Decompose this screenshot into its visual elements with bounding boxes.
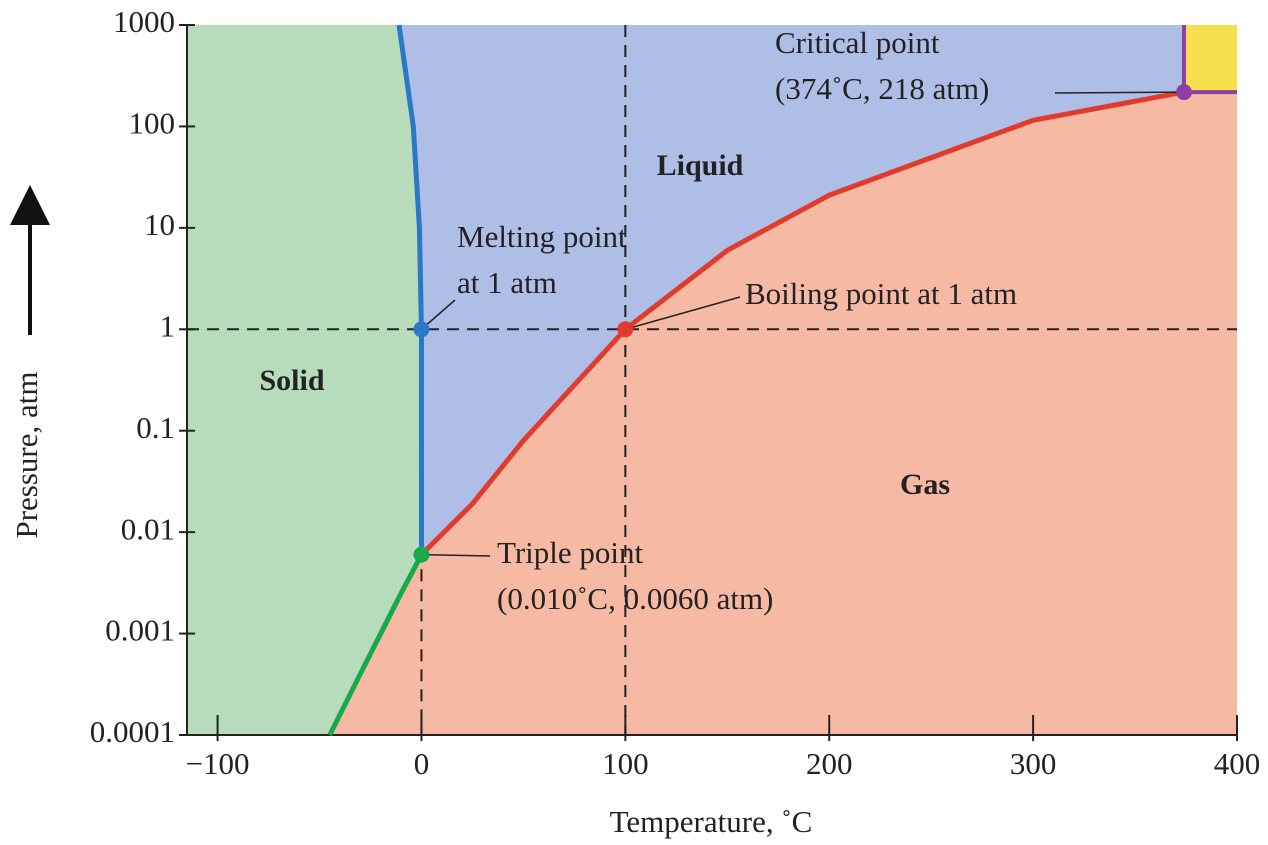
point-label: at 1 atm bbox=[457, 265, 557, 300]
x-tick-label: −100 bbox=[186, 746, 250, 781]
leader-line bbox=[1055, 92, 1184, 93]
chart: Temperature, ˚C Pressure, atm 0.0001 0.00… bbox=[0, 0, 1268, 845]
y-tick-label: 1 bbox=[160, 308, 176, 343]
point-label: Critical point bbox=[775, 25, 940, 60]
y-tick-label: 0.001 bbox=[105, 613, 175, 648]
y-tick-label: 100 bbox=[129, 106, 176, 141]
point-label: Boiling point at 1 atm bbox=[745, 276, 1017, 311]
x-tick-label: 400 bbox=[1214, 746, 1261, 781]
point bbox=[413, 321, 429, 337]
y-tick-label: 1000 bbox=[113, 4, 175, 39]
y-axis-label: Pressure, atm bbox=[9, 371, 44, 538]
region-label: Solid bbox=[259, 364, 324, 397]
point-label: (0.010˚C, 0.0060 atm) bbox=[497, 581, 773, 616]
y-tick-label: 0.01 bbox=[121, 511, 175, 546]
x-tick-label: 100 bbox=[602, 746, 649, 781]
point bbox=[1176, 84, 1192, 100]
supercritical-region bbox=[1184, 25, 1237, 92]
x-tick-label: 200 bbox=[806, 746, 853, 781]
x-tick-label: 0 bbox=[414, 746, 430, 781]
region-label: Gas bbox=[900, 468, 950, 501]
y-tick-label: 0.0001 bbox=[90, 714, 175, 749]
region-label: Liquid bbox=[657, 149, 744, 182]
point-label: (374˚C, 218 atm) bbox=[775, 71, 989, 106]
page: Temperature, ˚C Pressure, atm 0.0001 0.00… bbox=[0, 0, 1268, 845]
point bbox=[413, 547, 429, 563]
y-tick-label: 0.1 bbox=[136, 410, 175, 445]
x-tick-label: 300 bbox=[1010, 746, 1057, 781]
point-label: Triple point bbox=[497, 535, 644, 570]
point-label: Melting point bbox=[457, 219, 627, 254]
x-axis-label: Temperature, ˚C bbox=[610, 804, 813, 839]
y-tick-label: 10 bbox=[144, 207, 175, 242]
point bbox=[617, 321, 633, 337]
